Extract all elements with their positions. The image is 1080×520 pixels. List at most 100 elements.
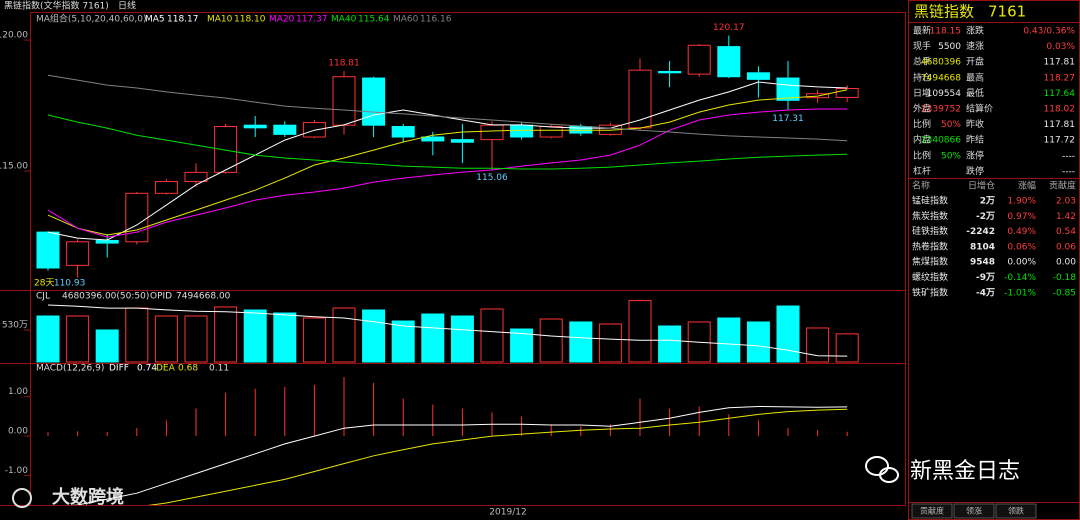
volume-bar [480,308,504,363]
quote-value: 118.15 [930,27,962,37]
legend-name: OPID [150,292,172,302]
volume-bar [214,306,238,363]
component-value: 2万 [980,196,995,207]
legend-value: 0.68 [178,364,198,374]
volume-value: 4680396.00(50:50) [62,292,149,302]
bubble [865,456,889,476]
y-tick-label: 115.00 [0,162,28,172]
candle-body [332,76,356,126]
volume-bar [450,315,474,363]
volume-bar [510,328,534,363]
component-value: -2242 [966,227,995,237]
column-header: 贡献度 [1049,180,1076,192]
quote-label: 比例 [913,118,931,130]
candle-body [835,88,859,98]
y-tick-label: 530万 [2,321,28,331]
quote-value: 0.03% [1046,42,1075,52]
tab-label[interactable]: 领涨 [966,506,982,516]
candle-body [95,239,119,244]
quote-value: 4680396 [921,58,961,68]
legend-value: 7494668.00 [176,292,231,302]
legend-name: MA40 [331,15,357,25]
component-value: 8104 [970,242,995,252]
tab[interactable] [995,503,1037,519]
volume-bar [66,315,90,363]
legend-value: 116.16 [420,15,452,25]
volume-bar [658,325,682,363]
low-label: 115.06 [476,173,508,183]
high-label: 118.81 [328,59,360,69]
component-value: 0.97% [1007,212,1036,222]
volume-bar [273,312,297,363]
y-tick-label: -1.00 [5,466,29,476]
quote-label: 比例 [913,149,931,161]
ma-line [47,114,848,170]
tab[interactable] [953,503,995,519]
quote-label: 涨跌 [966,26,984,37]
y-tick-label: 120.00 [0,31,28,41]
legend-value: 0.11 [209,364,229,374]
quote-label: 昨收 [966,118,984,130]
plot-area [36,35,859,278]
candle-body [36,231,60,269]
legend-value: 115.64 [358,15,390,25]
quote-value: 118.27 [1044,73,1076,83]
candle-body [66,241,90,266]
volume-bar [806,327,830,363]
low-label: 110.93 [54,279,86,289]
period: 日线 [118,0,136,12]
candle-body [510,124,534,138]
legend-name: MA20 [269,15,295,25]
x-axis-label: 2019/12 [489,508,526,518]
candle-body [776,77,800,101]
volume-bar [362,309,386,363]
quote-label: 现手 [913,40,931,52]
quote-value: 50% [941,120,961,130]
candle-body [450,139,474,143]
quote-label: 开盘 [966,56,984,68]
component-value: 1.42 [1056,212,1076,222]
legend-value: 118.10 [234,15,266,25]
quote-value: 5500 [938,42,961,52]
volume-bar [391,320,415,363]
quote-value: 117.64 [1044,89,1076,99]
component-value: 0.00% [1007,258,1036,268]
component-value: -2万 [976,211,995,222]
y-tick-label: 1.00 [8,387,28,397]
column-header: 日增仓 [968,180,995,192]
component-name: 锰硅指数 [912,195,948,207]
volume-bar [628,300,652,363]
tab-label[interactable]: 贡献度 [920,506,944,516]
candle-body [687,44,711,75]
component-value: -4万 [976,287,995,298]
component-value: 9548 [970,258,995,268]
watermark-logo: 大数跨境 [52,486,124,508]
candle-body [717,46,741,78]
quote-label: 最低 [966,87,984,99]
component-value: 1.90% [1007,197,1036,207]
wechat-icon [865,456,899,483]
macd-line [70,405,848,505]
volume-bar [717,317,741,363]
legend-name: MA60 [393,15,419,25]
component-value: 0.54 [1056,227,1076,237]
legend-value: 117.37 [296,15,328,25]
tab[interactable] [911,503,953,519]
volume-title: CJL [36,292,50,302]
legend-name: MA10 [207,15,233,25]
volume-bar [36,315,60,363]
period-label: 28天 [34,279,54,289]
volume-bar [154,315,178,363]
component-name: 热卷指数 [912,240,948,252]
column-header: 名称 [912,180,930,192]
volume-bar [835,333,859,363]
ma-line [47,89,848,236]
tab-label[interactable]: 领跌 [1008,506,1024,516]
quote-label: 最新 [913,25,931,37]
component-value: 0.49% [1007,227,1036,237]
volume-bar [539,318,563,363]
high-label: 120.17 [713,23,745,33]
quote-value: 117.81 [1044,120,1076,130]
